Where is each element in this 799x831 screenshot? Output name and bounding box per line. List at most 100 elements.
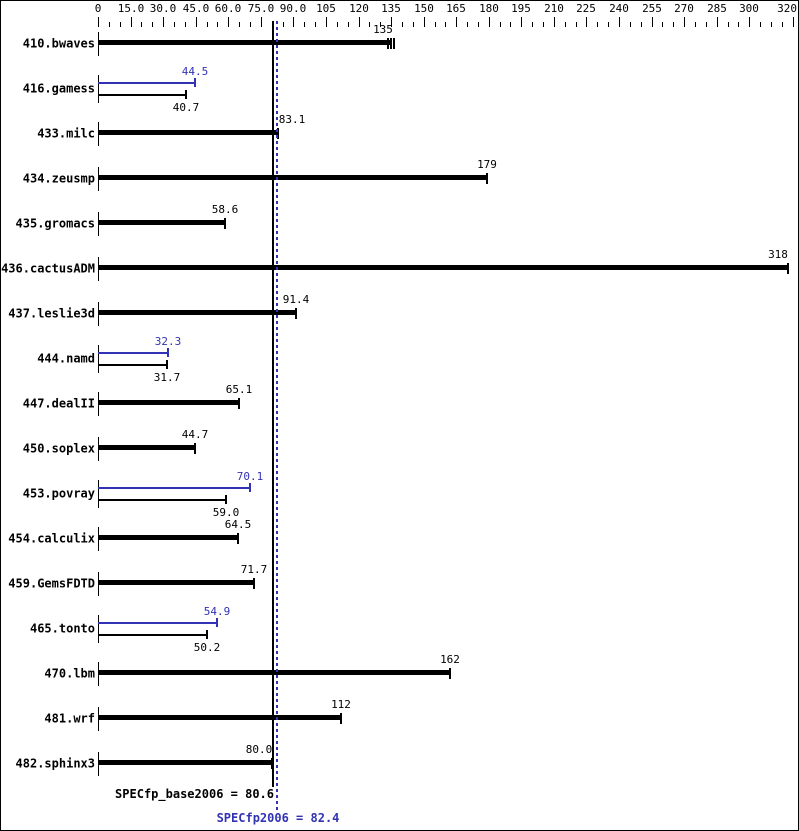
base-bar bbox=[98, 580, 254, 585]
benchmark-label: 435.gromacs bbox=[15, 216, 95, 231]
x-axis-major-tick bbox=[228, 17, 229, 27]
base-bar-endcap bbox=[253, 578, 255, 589]
x-axis-major-tick bbox=[619, 17, 620, 27]
mean-peak-label: SPECfp2006 = 82.4 bbox=[216, 811, 340, 825]
x-axis-major-tick bbox=[749, 17, 750, 27]
mean-base-label: SPECfp_base2006 = 80.6 bbox=[115, 787, 274, 801]
base-value-label: 44.7 bbox=[181, 428, 209, 441]
x-axis-minor-tick bbox=[435, 22, 436, 27]
base-bar-endcap bbox=[225, 495, 227, 504]
x-axis-minor-tick bbox=[402, 22, 403, 27]
peak-mean-line bbox=[276, 21, 278, 811]
x-axis-major-tick bbox=[163, 17, 164, 27]
base-bar-endcap bbox=[787, 263, 789, 274]
x-axis-minor-tick bbox=[500, 22, 501, 27]
x-axis-tick-label: 15.0 bbox=[117, 2, 145, 15]
benchmark-label: 447.dealII bbox=[22, 396, 95, 411]
x-axis-minor-tick bbox=[641, 22, 642, 27]
overlap-endcap bbox=[387, 38, 389, 49]
x-axis-minor-tick bbox=[738, 22, 739, 27]
x-axis-minor-tick bbox=[152, 22, 153, 27]
x-axis-minor-tick bbox=[239, 22, 240, 27]
x-axis-minor-tick bbox=[706, 22, 707, 27]
x-axis-minor-tick bbox=[673, 22, 674, 27]
x-axis-minor-tick bbox=[217, 22, 218, 27]
x-axis-tick-label: 270 bbox=[674, 2, 694, 15]
base-bar bbox=[98, 130, 278, 135]
x-axis-tick-label: 225 bbox=[576, 2, 596, 15]
base-value-label: 40.7 bbox=[172, 101, 200, 114]
base-value-label: 83.1 bbox=[278, 113, 306, 126]
benchmark-label: 434.zeusmp bbox=[22, 171, 95, 186]
x-axis-minor-tick bbox=[467, 22, 468, 27]
peak-value-label: 54.9 bbox=[203, 605, 231, 618]
x-axis-minor-tick bbox=[250, 22, 251, 27]
x-axis-minor-tick bbox=[782, 22, 783, 27]
x-axis-tick-label: 90.0 bbox=[279, 2, 307, 15]
x-axis-major-tick bbox=[261, 17, 262, 27]
x-axis-minor-tick bbox=[207, 22, 208, 27]
x-axis-minor-tick bbox=[760, 22, 761, 27]
base-bar bbox=[98, 634, 207, 636]
peak-value-label: 44.5 bbox=[181, 65, 209, 78]
x-axis-major-tick bbox=[793, 17, 794, 27]
benchmark-label: 436.cactusADM bbox=[1, 261, 95, 276]
x-axis-minor-tick bbox=[413, 22, 414, 27]
x-axis-tick-label: 120 bbox=[349, 2, 369, 15]
base-value-label: 91.4 bbox=[282, 293, 310, 306]
base-bar-endcap bbox=[224, 218, 226, 229]
x-axis-major-tick bbox=[652, 17, 653, 27]
x-axis-minor-tick bbox=[369, 22, 370, 27]
x-axis-major-tick bbox=[391, 17, 392, 27]
x-axis-minor-tick bbox=[109, 22, 110, 27]
base-bar-endcap bbox=[277, 128, 279, 139]
x-axis-tick-label: 320 bbox=[777, 2, 798, 15]
base-bar bbox=[98, 364, 167, 366]
base-value-label: 112 bbox=[331, 698, 351, 711]
x-axis-major-tick bbox=[98, 17, 99, 27]
base-bar-endcap bbox=[237, 533, 239, 544]
x-axis-tick-label: 30.0 bbox=[149, 2, 177, 15]
base-bar bbox=[98, 535, 238, 540]
benchmark-label: 433.milc bbox=[37, 126, 95, 141]
base-bar bbox=[98, 499, 226, 501]
x-axis-minor-tick bbox=[565, 22, 566, 27]
x-axis-minor-tick bbox=[315, 22, 316, 27]
x-axis-minor-tick bbox=[283, 22, 284, 27]
x-axis-major-tick bbox=[326, 17, 327, 27]
x-axis-minor-tick bbox=[576, 22, 577, 27]
x-axis-major-tick bbox=[456, 17, 457, 27]
x-axis-tick-label: 210 bbox=[544, 2, 564, 15]
benchmark-label: 437.leslie3d bbox=[8, 306, 95, 321]
x-axis-minor-tick bbox=[120, 22, 121, 27]
x-axis-major-tick bbox=[521, 17, 522, 27]
x-axis-minor-tick bbox=[662, 22, 663, 27]
base-bar-endcap bbox=[185, 90, 187, 99]
base-bar bbox=[98, 670, 450, 675]
base-value-label: 59.0 bbox=[212, 506, 240, 519]
base-value-label: 50.2 bbox=[193, 641, 221, 654]
x-axis-major-tick bbox=[586, 17, 587, 27]
base-bar bbox=[98, 220, 225, 225]
base-bar-endcap bbox=[238, 398, 240, 409]
base-bar-endcap bbox=[340, 713, 342, 724]
x-axis-minor-tick bbox=[597, 22, 598, 27]
row-axis-tick bbox=[98, 480, 99, 508]
benchmark-label: 453.povray bbox=[22, 486, 95, 501]
x-axis-major-tick bbox=[196, 17, 197, 27]
x-axis-minor-tick bbox=[337, 22, 338, 27]
peak-bar bbox=[98, 82, 195, 84]
benchmark-label: 465.tonto bbox=[29, 621, 95, 636]
x-axis-tick-label: 195 bbox=[511, 2, 531, 15]
x-axis-tick-label: 180 bbox=[479, 2, 499, 15]
x-axis-tick-label: 75.0 bbox=[247, 2, 275, 15]
base-bar-endcap bbox=[295, 308, 297, 319]
x-axis-major-tick bbox=[717, 17, 718, 27]
base-bar bbox=[98, 94, 186, 96]
base-value-label: 58.6 bbox=[211, 203, 239, 216]
base-bar bbox=[98, 40, 391, 45]
base-bar bbox=[98, 175, 487, 180]
base-bar bbox=[98, 760, 272, 765]
x-axis-minor-tick bbox=[728, 22, 729, 27]
